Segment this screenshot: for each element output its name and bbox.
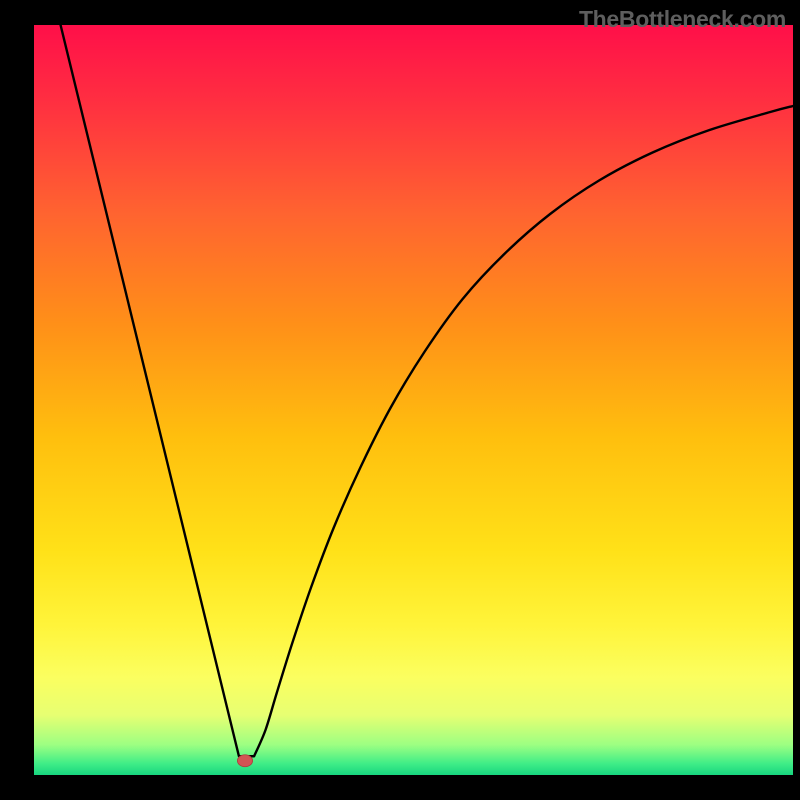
gradient-background [34,25,793,775]
bottleneck-chart [0,0,800,800]
chart-container [0,0,800,800]
optimal-point-marker [237,755,252,767]
plot-area [34,25,793,775]
watermark-text: TheBottleneck.com [579,6,786,33]
